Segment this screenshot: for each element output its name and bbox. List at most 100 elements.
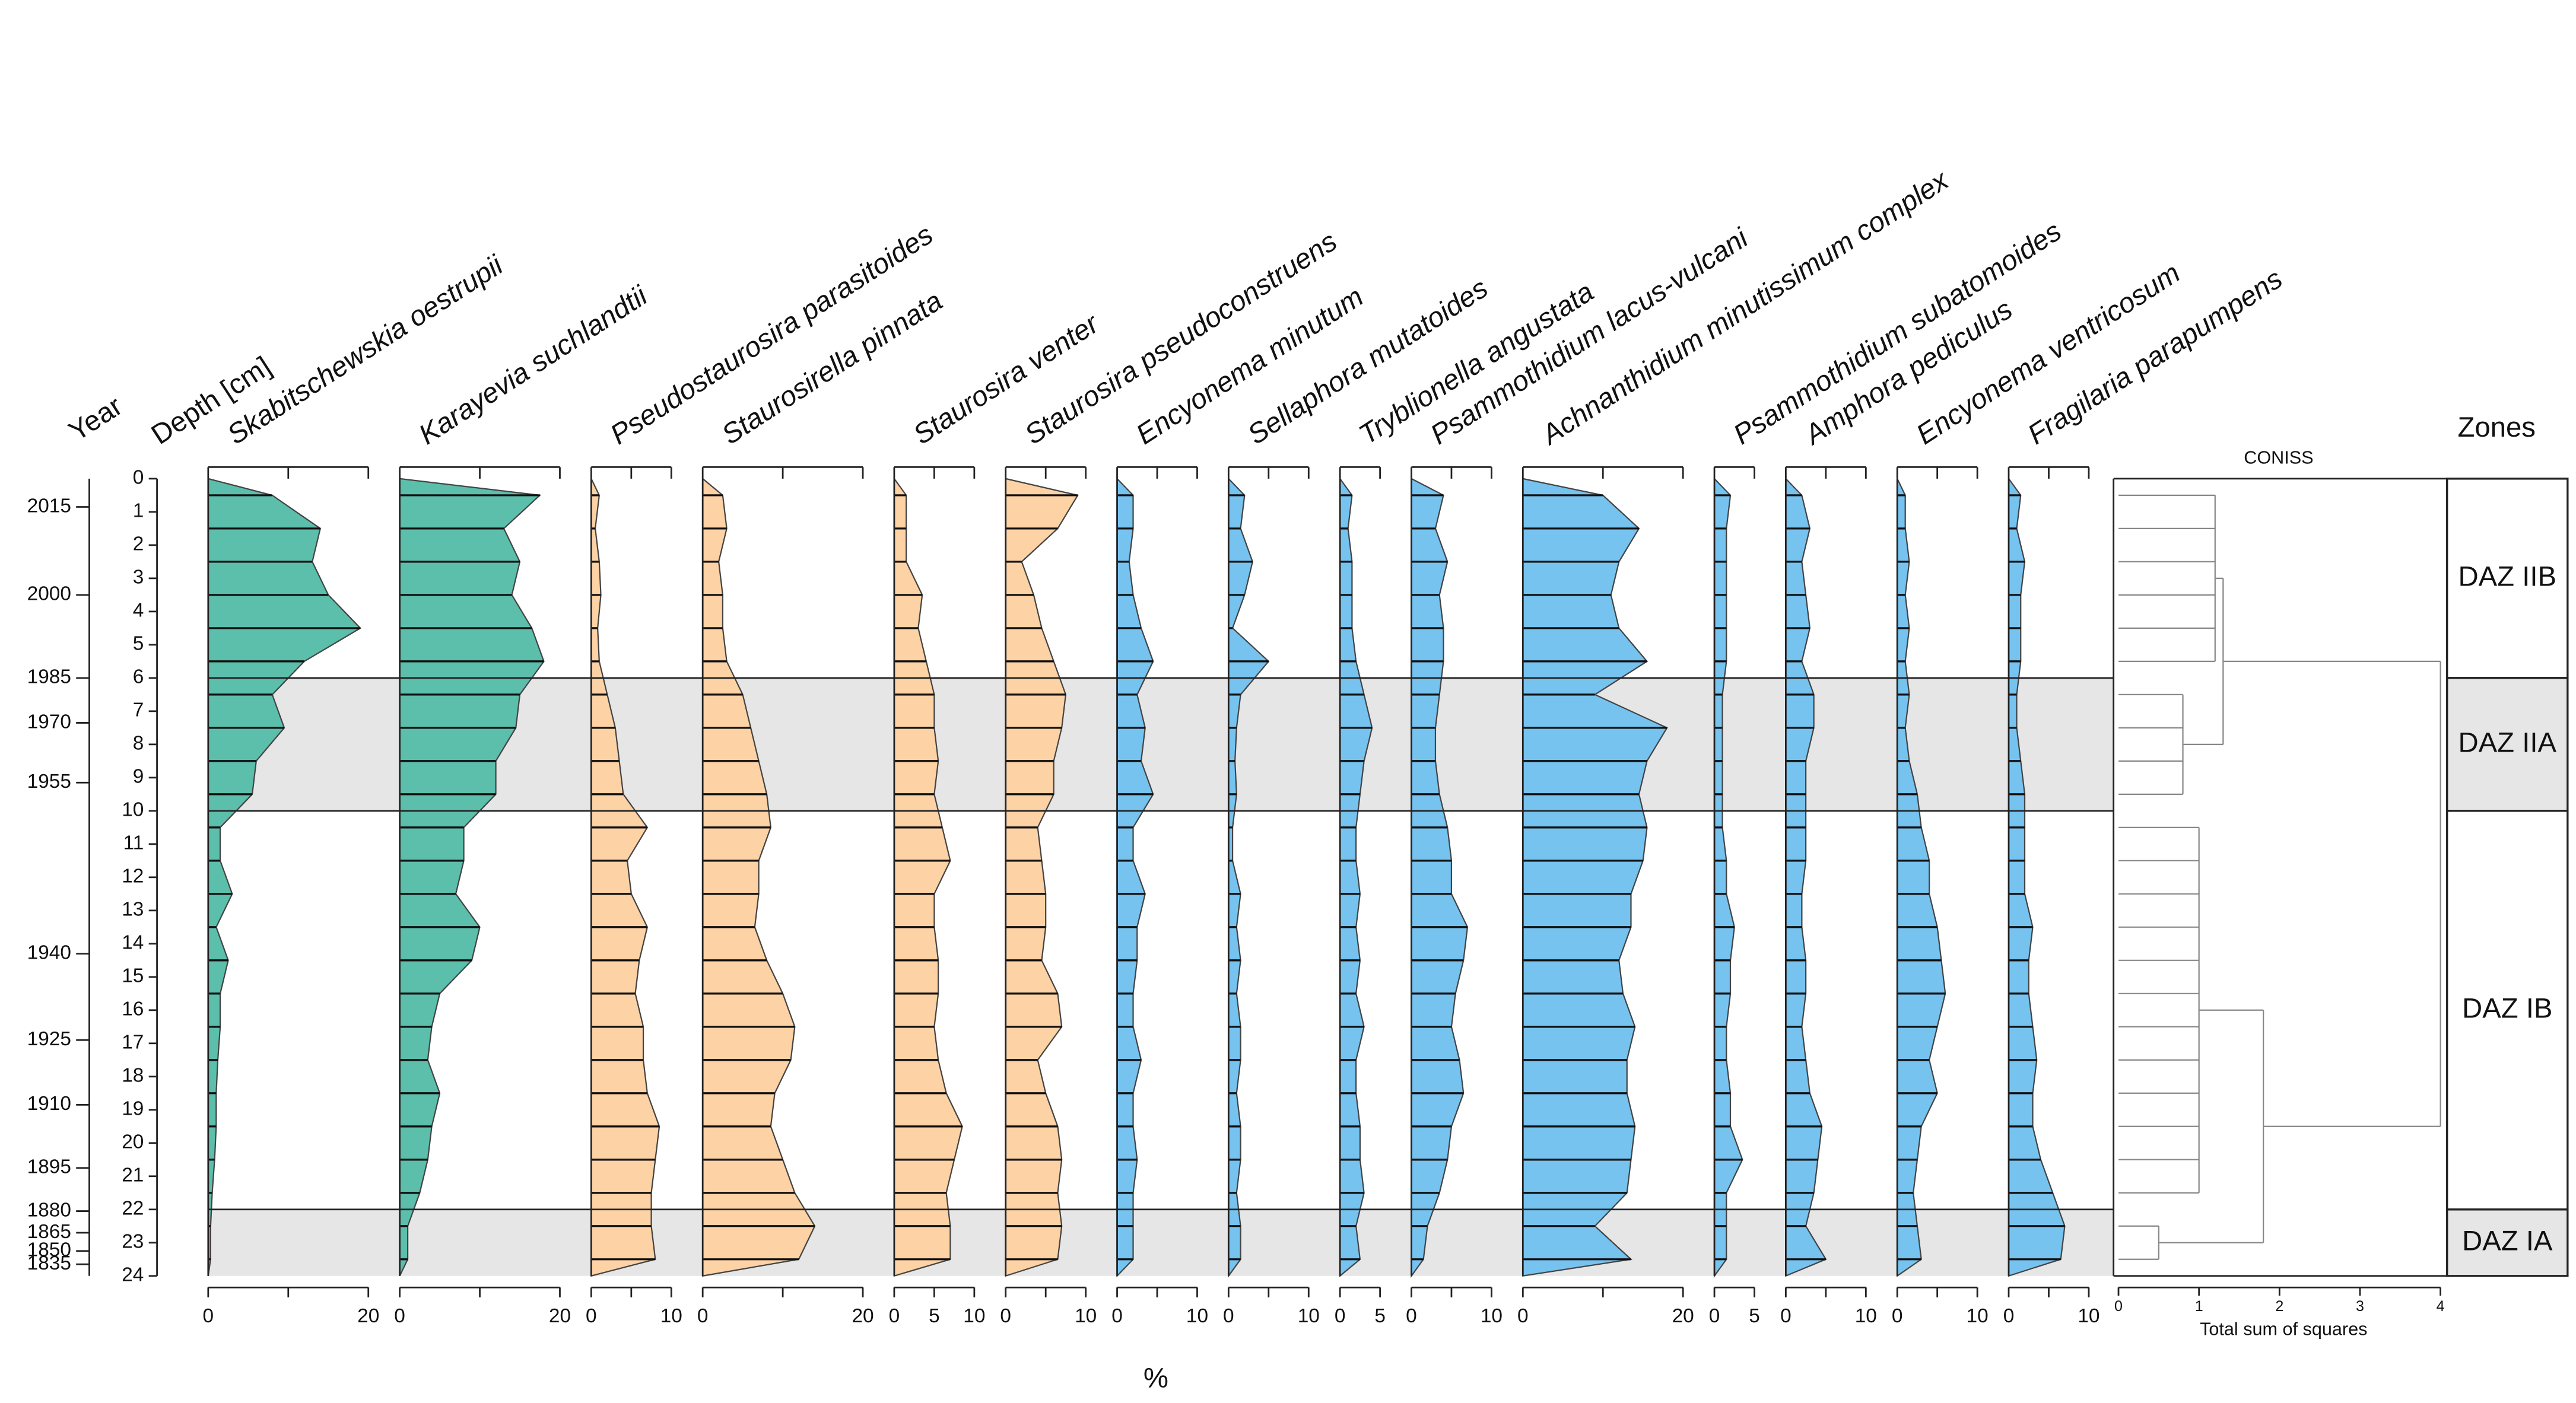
profile-area <box>1005 478 1079 1277</box>
year-tick-label: 1985 <box>27 666 71 688</box>
x-tick-label: 0 <box>1780 1305 1792 1327</box>
profile-area <box>1339 476 1373 1278</box>
x-tick-label: 5 <box>929 1305 940 1327</box>
x-tick-label: 0 <box>203 1305 214 1327</box>
taxon-name: Psammothidium subatomoides <box>1728 215 2067 451</box>
depth-tick-label: 16 <box>122 998 144 1020</box>
x-tick-label: 0 <box>394 1305 405 1327</box>
profile-area <box>590 478 660 1277</box>
year-tick-label: 1865 <box>27 1221 71 1243</box>
depth-tick-label: 19 <box>122 1098 144 1120</box>
year-tick-label: 1880 <box>27 1199 71 1221</box>
year-tick-label: 1955 <box>27 771 71 793</box>
x-tick-label: 10 <box>1298 1305 1320 1327</box>
depth-tick-label: 17 <box>122 1032 144 1054</box>
x-tick-label: 0 <box>697 1305 709 1327</box>
x-tick-label: 5 <box>1374 1305 1386 1327</box>
depth-tick-label: 15 <box>122 965 144 987</box>
depth-tick-label: 3 <box>133 567 144 588</box>
depth-tick-label: 11 <box>123 832 144 854</box>
taxon-name: Staurosira venter <box>908 307 1106 451</box>
x-tick-label: 0 <box>1892 1305 1903 1327</box>
profile-area <box>1228 477 1270 1278</box>
year-tick-label: 1835 <box>27 1252 71 1274</box>
depth-tick-label: 13 <box>122 899 144 921</box>
profile-area <box>1411 478 1469 1278</box>
zone-label: DAZ IIA <box>2458 727 2556 758</box>
x-tick-label: 10 <box>963 1305 985 1327</box>
depth-tick-label: 5 <box>133 633 144 655</box>
zone-box-shade <box>2447 677 2568 811</box>
depth-tick-label: 23 <box>122 1231 144 1253</box>
x-tick-label: 10 <box>660 1305 682 1327</box>
depth-tick-label: 4 <box>133 600 144 622</box>
profile-area <box>1785 477 1827 1277</box>
x-tick-label: 0 <box>1709 1305 1720 1327</box>
year-tick-label: 2000 <box>27 583 71 605</box>
coniss-title: CONISS <box>2244 448 2313 468</box>
x-tick-label: 0 <box>1223 1305 1234 1327</box>
depth-tick-label: 14 <box>122 932 144 954</box>
year-label: Year <box>63 390 128 448</box>
x-tick-label: 20 <box>1672 1305 1694 1327</box>
depth-tick-label: 9 <box>133 766 144 788</box>
year-tick-label: 1850 <box>27 1239 71 1261</box>
x-tick-label: 10 <box>1967 1305 1989 1327</box>
profile-area <box>2008 476 2066 1277</box>
year-tick-label: 1970 <box>27 711 71 733</box>
depth-tick-label: 20 <box>122 1131 144 1153</box>
zones-label: Zones <box>2457 412 2535 443</box>
year-tick-label: 1940 <box>27 941 71 963</box>
zone-box-shade <box>2447 1209 2568 1276</box>
x-tick-label: 5 <box>1749 1305 1760 1327</box>
x-tick-label: 20 <box>852 1305 874 1327</box>
depth-tick-label: 0 <box>133 467 144 489</box>
zone-label: DAZ IA <box>2462 1225 2553 1256</box>
profile-area <box>1116 477 1154 1278</box>
coniss-tick-label: 0 <box>2114 1298 2123 1315</box>
year-tick-label: 2015 <box>27 495 71 517</box>
coniss-tick-label: 4 <box>2437 1298 2445 1315</box>
x-tick-label: 20 <box>549 1305 571 1327</box>
depth-tick-label: 18 <box>122 1065 144 1087</box>
depth-tick-label: 12 <box>122 866 144 887</box>
x-tick-label: 0 <box>889 1305 900 1327</box>
profile-area <box>207 478 362 1276</box>
year-tick-label: 1895 <box>27 1156 71 1178</box>
profile-area <box>893 476 963 1277</box>
x-axis-label: % <box>1144 1363 1168 1394</box>
year-tick-label: 1925 <box>27 1028 71 1050</box>
zone-label: DAZ IB <box>2462 992 2552 1024</box>
x-tick-label: 0 <box>1406 1305 1417 1327</box>
depth-tick-label: 6 <box>133 666 144 688</box>
x-tick-label: 0 <box>1517 1305 1529 1327</box>
depth-tick-label: 2 <box>133 533 144 555</box>
coniss-tick-label: 2 <box>2275 1298 2283 1315</box>
coniss-xlabel: Total sum of squares <box>2200 1319 2367 1340</box>
profile-area <box>1897 478 1946 1277</box>
x-tick-label: 0 <box>586 1305 597 1327</box>
depth-tick-label: 22 <box>122 1198 144 1220</box>
x-tick-label: 0 <box>1111 1305 1123 1327</box>
x-tick-label: 0 <box>1000 1305 1011 1327</box>
x-tick-label: 10 <box>1075 1305 1097 1327</box>
profile-area <box>1522 478 1668 1277</box>
coniss-tick-label: 3 <box>2356 1298 2364 1315</box>
year-tick-label: 1910 <box>27 1093 71 1115</box>
zone-shade <box>208 1209 2114 1276</box>
x-tick-label: 10 <box>1481 1305 1503 1327</box>
x-tick-label: 0 <box>2003 1305 2015 1327</box>
profile-area <box>399 478 545 1277</box>
depth-tick-label: 24 <box>122 1264 144 1286</box>
zone-label: DAZ IIB <box>2458 561 2556 592</box>
coniss-tick-label: 1 <box>2195 1298 2203 1315</box>
depth-tick-label: 7 <box>133 699 144 721</box>
x-tick-label: 0 <box>1335 1305 1346 1327</box>
x-tick-label: 10 <box>1855 1305 1877 1327</box>
zone-box <box>2446 1208 2569 1277</box>
x-tick-label: 10 <box>2078 1305 2099 1327</box>
profile-area <box>702 477 816 1277</box>
profile-area <box>1713 477 1743 1278</box>
x-tick-label: 10 <box>1186 1305 1208 1327</box>
depth-tick-label: 10 <box>122 799 144 821</box>
